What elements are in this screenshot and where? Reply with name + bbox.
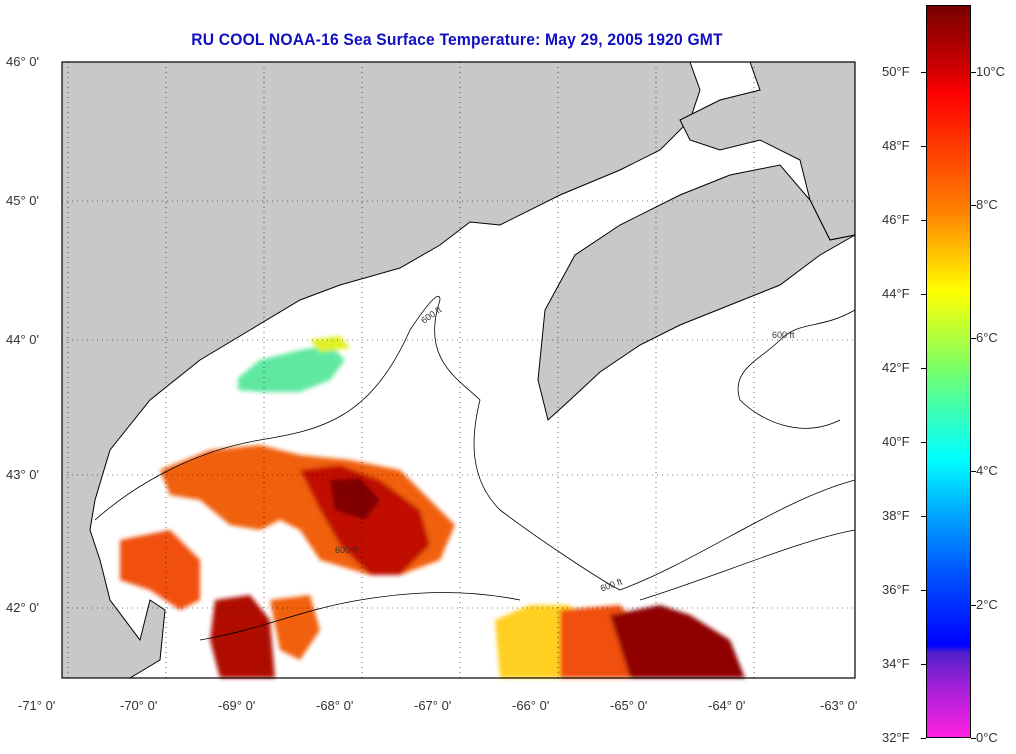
sst-patch-yellow xyxy=(310,336,350,352)
colorbar-tick xyxy=(921,738,926,739)
lon-label: -70° 0' xyxy=(120,698,158,713)
colorbar-label-c: 0°C xyxy=(976,730,998,745)
colorbar-label-f: 42°F xyxy=(882,359,910,375)
colorbar-tick xyxy=(921,145,926,147)
colorbar-label-c: 6°C xyxy=(976,330,998,346)
map-frame xyxy=(61,61,856,679)
sst-patch-darkred xyxy=(330,478,380,520)
colorbar-label-f: 32°F xyxy=(882,730,910,745)
colorbar-label-f: 34°F xyxy=(882,655,910,671)
lon-label: -71° 0' xyxy=(18,698,56,713)
lon-label: -65° 0' xyxy=(610,698,648,713)
contour-label: 600 ft xyxy=(772,330,795,340)
contour-label: 600 ft xyxy=(335,545,358,555)
colorbar-tick xyxy=(971,204,976,206)
lat-label: 45° 0' xyxy=(6,193,39,208)
sst-patches xyxy=(120,336,745,678)
land-nova-scotia xyxy=(537,164,856,421)
colorbar-label-f: 40°F xyxy=(882,433,910,449)
colorbar-label-f: 48°F xyxy=(882,137,910,153)
colorbar-tick xyxy=(921,515,926,517)
colorbar-tick xyxy=(971,338,976,340)
lon-label: -64° 0' xyxy=(708,698,746,713)
grid xyxy=(62,62,855,678)
colorbar-tick xyxy=(921,367,926,369)
colorbar-label-f: 36°F xyxy=(882,581,910,597)
land-maine-newbrunswick xyxy=(61,61,701,679)
colorbar-label-f: 44°F xyxy=(882,285,910,301)
sst-patch-green xyxy=(238,345,345,392)
lat-label: 44° 0' xyxy=(6,332,39,347)
colorbar-label-c: 8°C xyxy=(976,196,998,212)
temperature-colorbar xyxy=(926,5,971,738)
lon-label: -67° 0' xyxy=(414,698,452,713)
colorbar-tick xyxy=(971,71,976,73)
colorbar-label-f: 50°F xyxy=(882,63,910,79)
map-title: RU COOL NOAA-16 Sea Surface Temperature:… xyxy=(191,30,723,49)
colorbar-tick xyxy=(971,471,976,473)
colorbar-label-f: 38°F xyxy=(882,507,910,523)
lon-label: -69° 0' xyxy=(218,698,256,713)
lon-label: -63° 0' xyxy=(820,698,858,713)
lat-label: 46° 0' xyxy=(6,54,39,69)
colorbar-tick xyxy=(921,293,926,295)
lat-label: 43° 0' xyxy=(6,467,39,482)
lon-label: -66° 0' xyxy=(512,698,550,713)
colorbar-label-f: 46°F xyxy=(882,211,910,227)
lon-label: -68° 0' xyxy=(316,698,354,713)
colorbar-tick xyxy=(921,663,926,665)
colorbar-label-c: 4°C xyxy=(976,463,998,479)
colorbar-tick xyxy=(921,589,926,591)
land xyxy=(61,61,856,679)
depth-contours xyxy=(94,295,856,641)
colorbar-tick xyxy=(921,441,926,443)
sst-patch-sw xyxy=(120,530,200,610)
sst-patch-southeast-darkred xyxy=(610,605,745,678)
colorbar-label-c: 10°C xyxy=(976,63,1006,79)
sst-patch-south-1 xyxy=(210,595,275,678)
colorbar-tick xyxy=(921,71,926,73)
lat-label: 42° 0' xyxy=(6,600,39,615)
colorbar-tick xyxy=(971,604,976,606)
colorbar-tick xyxy=(971,738,976,739)
colorbar-label-c: 2°C xyxy=(976,596,998,612)
sst-patch-south-2 xyxy=(270,595,320,660)
colorbar-tick xyxy=(921,219,926,221)
